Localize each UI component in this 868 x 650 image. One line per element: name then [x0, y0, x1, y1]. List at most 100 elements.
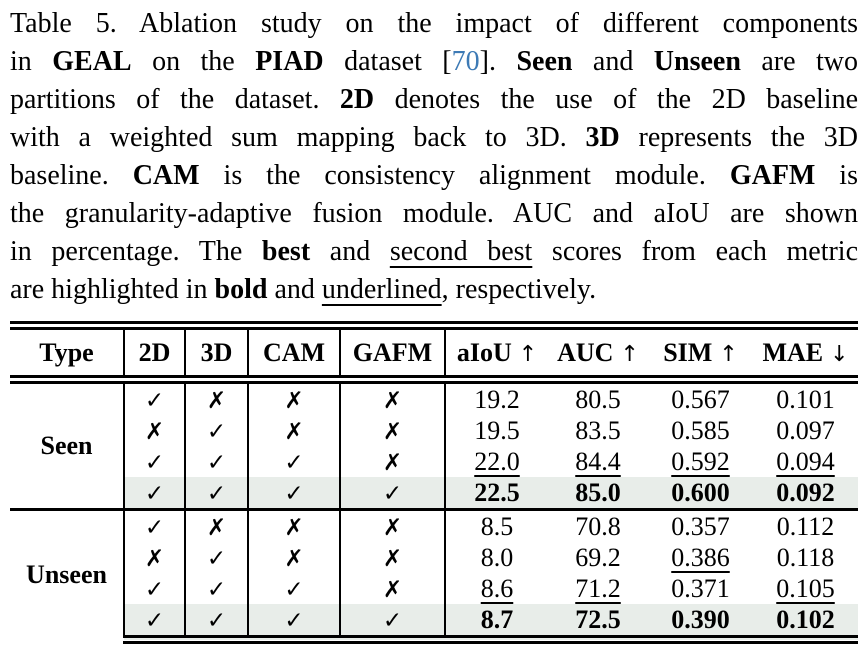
column-header-type: Type	[10, 321, 124, 384]
up-arrow-icon: ↑	[712, 341, 738, 367]
metric-value: 8.6	[480, 573, 514, 603]
caption-text: bold	[214, 274, 268, 305]
table-cell: ✗	[247, 542, 340, 573]
up-arrow-icon: ↑	[511, 341, 538, 367]
caption-text: underlined	[321, 274, 442, 305]
table-row: ✓ ✓ ✓ ✓ 22.5 85.0 0.600 0.092	[10, 477, 858, 510]
table-cell: ✓	[184, 573, 248, 604]
metric-value: 0.600	[671, 477, 730, 507]
checkmark-icon: ✓	[144, 387, 165, 414]
table-cell: 22.0	[444, 446, 548, 477]
table-cell: 8.7	[444, 604, 548, 644]
caption-text: with a weighted sum mapping back to 3D.	[10, 122, 586, 153]
metric-value: 0.112	[776, 511, 835, 541]
caption-line: partitions of the dataset. 2D denotes th…	[10, 81, 858, 119]
column-header-3d: 3D	[184, 321, 248, 384]
table-cell: ✓	[184, 604, 248, 644]
checkmark-icon: ✓	[382, 480, 403, 507]
table-cell: 0.097	[753, 415, 858, 446]
column-header-sim: SIM ↑	[648, 321, 753, 384]
cross-icon: ✗	[284, 545, 304, 572]
table-cell: ✓	[123, 604, 185, 644]
table-cell: 0.101	[753, 380, 858, 416]
citation-link[interactable]: 70	[451, 46, 480, 77]
metric-value: 70.8	[575, 511, 621, 541]
metric-value: 0.118	[776, 542, 835, 572]
caption-text: GAFM	[729, 160, 816, 191]
table-cell: 71.2	[548, 573, 648, 604]
metric-value: 72.5	[575, 604, 621, 634]
table-cell: 84.4	[548, 446, 648, 477]
table-cell: 0.112	[753, 508, 858, 542]
metric-value: 0.386	[671, 542, 730, 572]
caption-text: in	[10, 46, 53, 77]
cross-icon: ✗	[382, 449, 403, 476]
caption-text: Unseen	[653, 46, 741, 77]
metric-value: 19.5	[474, 415, 520, 445]
column-header-label: aIoU	[456, 337, 512, 367]
metric-value: 0.105	[776, 573, 835, 603]
caption-text: and	[572, 46, 654, 77]
caption-text: PIAD	[255, 46, 324, 77]
table-cell: 0.102	[753, 604, 858, 644]
table-cell: ✓	[247, 573, 340, 604]
table-cell: 0.092	[753, 477, 858, 510]
checkmark-icon: ✓	[144, 576, 165, 603]
metric-value: 0.097	[776, 415, 835, 445]
checkmark-icon: ✓	[206, 480, 227, 507]
table-cell: 0.567	[648, 380, 753, 416]
caption-text: and	[310, 236, 390, 267]
caption-text: are two	[740, 46, 858, 77]
table-row: ✗ ✓ ✗ ✗ 19.5 83.5 0.585 0.097	[10, 415, 858, 446]
cross-icon: ✗	[144, 545, 165, 572]
caption-text: partitions of the dataset.	[10, 84, 340, 115]
table-cell: ✗	[339, 542, 445, 573]
caption-text: Seen	[516, 46, 573, 77]
table-row: Seen ✓ ✗ ✗ ✗ 19.2 80.5 0.567 0.101	[10, 379, 858, 459]
table-cell: ✗	[339, 508, 445, 542]
checkmark-icon: ✓	[284, 607, 304, 634]
metric-value: 0.094	[776, 446, 835, 476]
cross-icon: ✗	[144, 418, 165, 445]
table-cell: ✗	[339, 446, 445, 477]
checkmark-icon: ✓	[206, 418, 227, 445]
column-header-label: 2D	[138, 337, 171, 367]
table-cell: ✓	[123, 446, 185, 477]
column-header-label: 3D	[200, 337, 233, 367]
checkmark-icon: ✓	[206, 607, 227, 634]
metric-value: 8.7	[480, 604, 514, 634]
cross-icon: ✗	[284, 418, 304, 445]
table-row: ✓ ✓ ✓ ✗ 22.0 84.4 0.592 0.094	[10, 446, 858, 477]
table-cell: ✓	[123, 573, 185, 604]
table-cell: 22.5	[444, 477, 548, 510]
caption-text: denotes the use of the 2D baseline	[374, 84, 858, 115]
table-cell: ✓	[123, 477, 185, 510]
table-cell: ✗	[184, 379, 248, 415]
table-row: ✓ ✓ ✓ ✗ 8.6 71.2 0.371 0.105	[10, 573, 858, 604]
caption-text: is the consistency alignment module.	[199, 160, 730, 191]
metric-value: 8.5	[480, 511, 514, 541]
ablation-table: Type 2D 3D CAM GAFM aIoU ↑ AUC ↑ SIM ↑ MAE ↓ See…	[10, 321, 858, 644]
metric-value: 71.2	[575, 573, 621, 603]
caption-text: CAM	[132, 160, 200, 191]
table-cell: 8.0	[444, 542, 548, 573]
column-header-cam: CAM	[247, 321, 340, 384]
table-cell: 0.585	[648, 415, 753, 446]
row-group-label: Seen	[40, 431, 93, 460]
table-cell: ✓	[123, 379, 185, 415]
table-cell: 0.357	[648, 508, 753, 542]
column-header-2d: 2D	[123, 321, 185, 384]
checkmark-icon: ✓	[206, 545, 227, 572]
table-cell: ✗	[339, 415, 445, 446]
table-row: ✓ ✓ ✓ ✓ 8.7 72.5 0.390 0.102	[10, 604, 858, 644]
metric-value: 85.0	[575, 477, 621, 507]
caption-text: Table 5. Ablation study on the impact of…	[10, 8, 858, 39]
table-cell: 0.386	[648, 542, 753, 573]
table-cell: ✗	[247, 415, 340, 446]
column-header-label: Type	[39, 337, 94, 367]
caption-text: on the	[131, 46, 256, 77]
table-cell: 0.105	[753, 573, 858, 604]
metric-value: 83.5	[575, 415, 621, 445]
column-header-auc: AUC ↑	[548, 321, 648, 384]
caption-text: the granularity-adaptive fusion module. …	[10, 198, 858, 229]
